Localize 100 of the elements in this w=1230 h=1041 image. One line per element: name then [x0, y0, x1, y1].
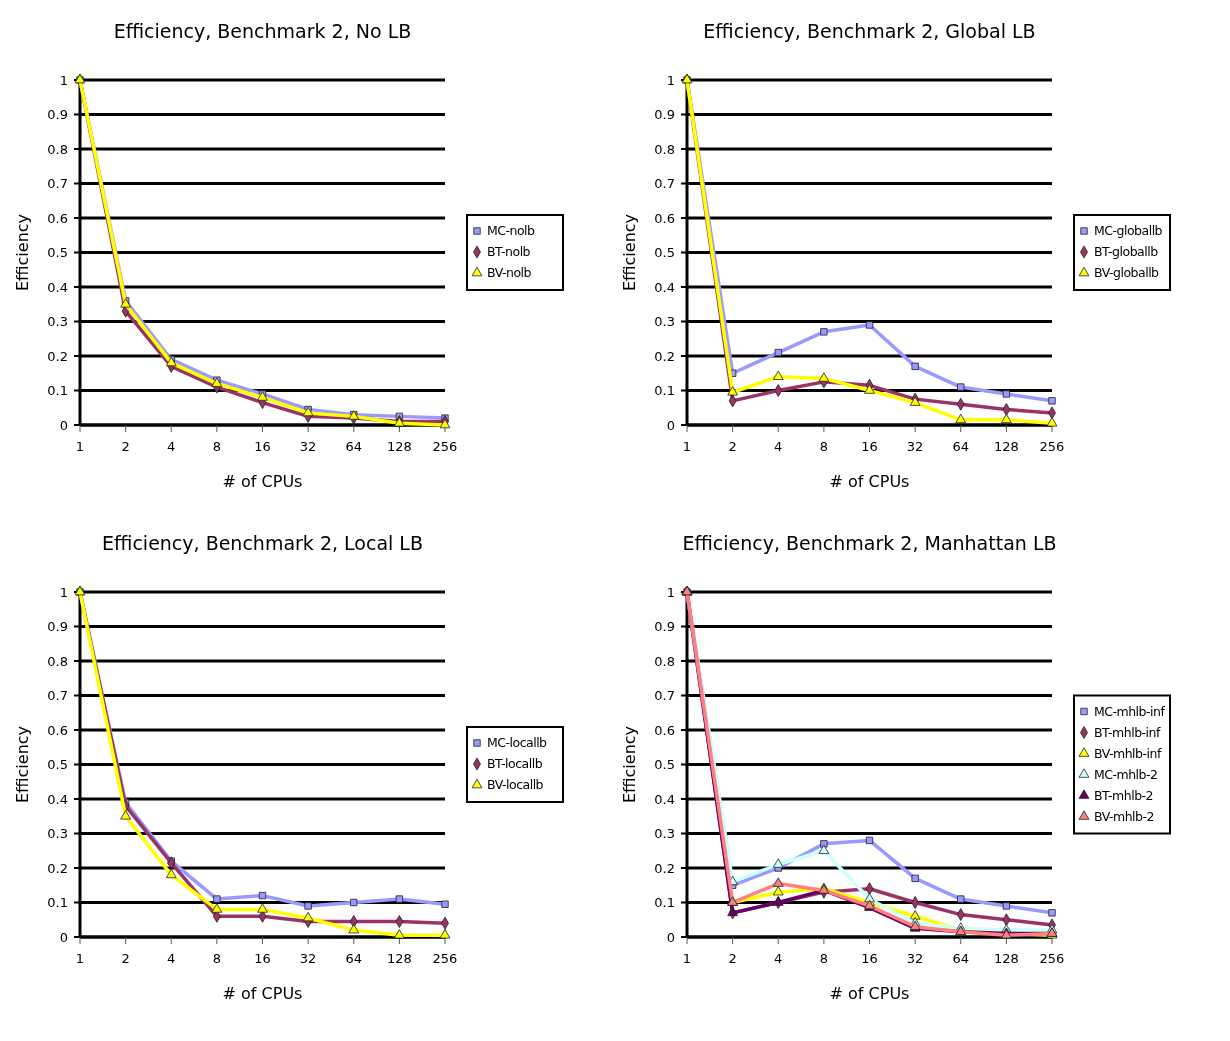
x-tick-label: 32	[299, 439, 317, 454]
legend-label: MC-nolb	[487, 223, 536, 239]
y-tick-label: 0.5	[654, 757, 675, 773]
chart-title: Efficiency, Benchmark 2, Manhattan LB	[682, 532, 1057, 554]
x-tick-label: 32	[906, 951, 924, 966]
x-tick-label: 64	[952, 951, 970, 966]
y-tick-label: 0.9	[654, 619, 675, 635]
legend-label: BT-locallb	[487, 756, 543, 772]
y-tick-label: 0.7	[654, 688, 675, 704]
y-tick-label: 0.4	[47, 791, 68, 807]
y-tick-label: 0	[666, 417, 675, 433]
x-tick-label: 4	[774, 439, 783, 454]
x-tick-label: 128	[993, 951, 1019, 966]
y-tick-label: 0.6	[654, 210, 675, 226]
x-tick-label: 8	[212, 951, 222, 966]
y-tick-label: 0.5	[47, 245, 68, 261]
y-tick-label: 0.4	[47, 279, 68, 295]
x-tick-label: 256	[1039, 951, 1065, 966]
y-tick-label: 0.5	[47, 757, 68, 773]
x-tick-label: 2	[121, 951, 130, 966]
legend-label: BV-locallb	[487, 777, 544, 793]
y-tick-label: 0.4	[654, 279, 675, 295]
y-tick-label: 0.6	[654, 722, 675, 738]
legend-label: MC-mhlb-2	[1094, 766, 1158, 782]
x-tick-label: 4	[167, 951, 176, 966]
x-tick-label: 256	[1039, 439, 1065, 454]
y-tick-label: 0	[59, 417, 68, 433]
y-tick-label: 0.1	[47, 383, 68, 399]
x-tick-label: 8	[212, 439, 222, 454]
y-tick-label: 0.7	[47, 176, 68, 192]
x-tick-label: 16	[861, 439, 878, 454]
y-tick-label: 0.1	[654, 383, 675, 399]
y-tick-label: 0.2	[654, 860, 675, 876]
y-tick-label: 0.9	[654, 107, 675, 123]
y-tick-label: 0.7	[654, 176, 675, 192]
chart-title: Efficiency, Benchmark 2, Global LB	[703, 20, 1036, 42]
y-tick-label: 0.7	[47, 688, 68, 704]
x-tick-label: 2	[728, 439, 737, 454]
x-tick-label: 32	[906, 439, 924, 454]
legend-label: MC-globallb	[1094, 223, 1163, 239]
legend-label: BV-mhlb-inf	[1094, 745, 1162, 761]
x-tick-label: 1	[75, 951, 85, 966]
x-tick-label: 64	[345, 951, 363, 966]
y-tick-label: 0.5	[654, 245, 675, 261]
y-tick-label: 1	[666, 584, 675, 600]
y-axis-title: Efficiency	[620, 213, 639, 292]
x-tick-label: 4	[774, 951, 783, 966]
y-axis-title: Efficiency	[620, 725, 639, 804]
x-tick-label: 2	[121, 439, 130, 454]
y-tick-label: 0.3	[654, 826, 675, 842]
x-tick-label: 4	[167, 439, 176, 454]
y-tick-label: 0.3	[654, 314, 675, 330]
legend-label: BV-globallb	[1094, 265, 1160, 281]
y-tick-label: 1	[666, 72, 675, 88]
x-tick-label: 16	[254, 951, 271, 966]
y-axis-title: Efficiency	[13, 213, 32, 292]
y-axis-title: Efficiency	[13, 725, 32, 804]
x-tick-label: 8	[819, 439, 829, 454]
y-tick-label: 0.1	[654, 895, 675, 911]
x-tick-label: 16	[254, 439, 271, 454]
y-tick-label: 0.8	[654, 141, 675, 157]
y-tick-label: 0	[666, 929, 675, 945]
y-tick-label: 0.3	[47, 826, 68, 842]
y-tick-label: 0.1	[47, 895, 68, 911]
x-tick-label: 256	[432, 951, 458, 966]
x-tick-label: 1	[682, 951, 692, 966]
y-tick-label: 0.2	[654, 348, 675, 364]
x-tick-label: 8	[819, 951, 829, 966]
y-tick-label: 0.2	[47, 348, 68, 364]
x-axis-title: # of CPUs	[222, 472, 303, 491]
x-tick-label: 64	[952, 439, 970, 454]
y-tick-label: 0.8	[47, 141, 68, 157]
y-tick-label: 0.8	[47, 653, 68, 669]
legend-label: MC-mhlb-inf	[1094, 703, 1166, 719]
x-tick-label: 128	[386, 439, 412, 454]
y-tick-label: 0.3	[47, 314, 68, 330]
x-tick-label: 64	[345, 439, 363, 454]
legend-label: BV-nolb	[487, 265, 532, 281]
y-tick-label: 0.9	[47, 107, 68, 123]
y-tick-label: 0.4	[654, 791, 675, 807]
legend-label: BT-nolb	[487, 244, 531, 260]
legend-label: BV-mhlb-2	[1094, 808, 1154, 824]
y-tick-label: 0	[59, 929, 68, 945]
legend-label: BT-globallb	[1094, 244, 1159, 260]
legend-label: MC-locallb	[487, 735, 548, 751]
x-tick-label: 32	[299, 951, 317, 966]
chart-title: Efficiency, Benchmark 2, Local LB	[102, 532, 423, 554]
x-axis-title: # of CPUs	[222, 984, 303, 1003]
y-tick-label: 1	[59, 72, 68, 88]
x-tick-label: 16	[861, 951, 878, 966]
x-tick-label: 128	[993, 439, 1019, 454]
y-tick-label: 1	[59, 584, 68, 600]
x-tick-label: 128	[386, 951, 412, 966]
x-tick-label: 1	[682, 439, 692, 454]
x-axis-title: # of CPUs	[829, 984, 910, 1003]
x-tick-label: 1	[75, 439, 85, 454]
x-axis-title: # of CPUs	[829, 472, 910, 491]
y-tick-label: 0.9	[47, 619, 68, 635]
legend-label: BT-mhlb-inf	[1094, 724, 1161, 740]
chart-title: Efficiency, Benchmark 2, No LB	[113, 20, 412, 42]
